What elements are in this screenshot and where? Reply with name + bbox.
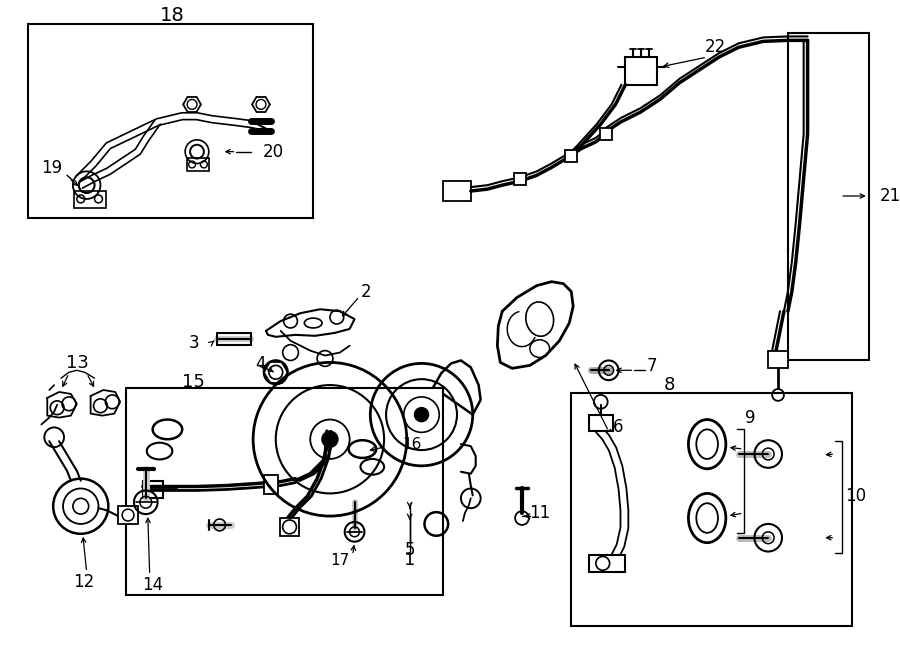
- Bar: [589, 414, 613, 432]
- Bar: [599, 128, 612, 140]
- Bar: [443, 181, 471, 201]
- Text: 9: 9: [745, 408, 756, 426]
- Text: 1: 1: [404, 551, 416, 569]
- Text: 7: 7: [647, 358, 657, 375]
- Text: 16: 16: [401, 437, 421, 451]
- Text: 4: 4: [255, 356, 266, 373]
- Bar: [769, 350, 788, 368]
- Text: 10: 10: [845, 487, 866, 506]
- Bar: [514, 173, 526, 185]
- Bar: [143, 481, 163, 498]
- Bar: [589, 555, 626, 572]
- Bar: [118, 506, 138, 524]
- Text: 17: 17: [330, 553, 349, 568]
- Text: 19: 19: [40, 159, 62, 177]
- Bar: [264, 475, 278, 494]
- Text: 15: 15: [182, 373, 205, 391]
- Text: 8: 8: [664, 376, 675, 394]
- Text: 5: 5: [404, 541, 415, 559]
- Text: 22: 22: [705, 38, 725, 56]
- Bar: [74, 191, 106, 208]
- Bar: [126, 388, 443, 595]
- Bar: [626, 57, 657, 85]
- Bar: [788, 34, 868, 360]
- Text: 14: 14: [142, 576, 163, 594]
- Bar: [187, 157, 209, 171]
- Circle shape: [415, 408, 428, 422]
- Text: 18: 18: [160, 6, 184, 25]
- Bar: [349, 422, 418, 457]
- Text: 21: 21: [879, 187, 900, 205]
- Text: 3: 3: [188, 334, 199, 352]
- Bar: [280, 518, 300, 536]
- Text: 12: 12: [73, 573, 94, 591]
- Text: 13: 13: [67, 354, 89, 372]
- Text: 2: 2: [361, 282, 372, 301]
- Circle shape: [322, 432, 338, 447]
- Bar: [572, 393, 852, 627]
- Text: 6: 6: [613, 418, 624, 436]
- Bar: [28, 24, 313, 217]
- Text: 11: 11: [529, 504, 550, 522]
- Bar: [565, 149, 577, 161]
- Text: 20: 20: [263, 143, 284, 161]
